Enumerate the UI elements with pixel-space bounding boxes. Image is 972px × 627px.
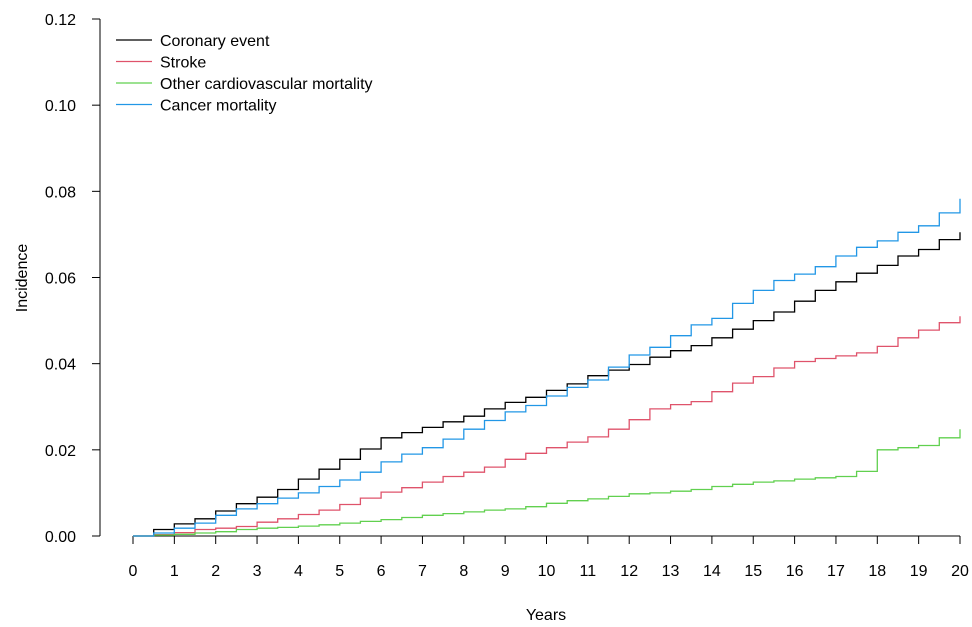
legend-label-stroke: Stroke [160,55,206,72]
y-tick-label: 0.04 [45,357,76,374]
y-tick-label: 0.06 [45,271,76,288]
x-tick-label: 2 [211,563,220,580]
series-line-coronary-event [133,232,961,537]
x-tick-label: 17 [827,563,845,580]
legend-label-coronary-event: Coronary event [160,33,270,50]
y-tick-label: 0.08 [45,184,76,201]
x-tick-label: 6 [377,563,386,580]
x-tick-label: 11 [580,563,597,580]
x-tick-label: 0 [129,563,138,580]
x-tick-label: 18 [868,563,886,580]
legend-label-cancer-mortality: Cancer mortality [160,98,276,115]
x-tick-label: 1 [170,563,179,580]
x-tick-label: 13 [662,563,680,580]
series-line-other-cardiovascular-mortality [133,429,961,537]
x-tick-label: 5 [335,563,344,580]
x-tick-label: 3 [253,563,262,580]
x-tick-label: 15 [744,563,762,580]
x-tick-label: 19 [910,563,928,580]
y-tick-label: 0.10 [45,98,76,115]
series-line-stroke [133,316,961,537]
x-axis-title: Years [526,607,566,624]
x-tick-label: 8 [459,563,468,580]
x-tick-label: 10 [538,563,556,580]
x-tick-label: 20 [951,563,969,580]
x-tick-label: 16 [786,563,804,580]
x-tick-label: 12 [620,563,638,580]
x-tick-label: 7 [418,563,427,580]
x-axis: 0 1 2 3 4 5 6 7 8 9 10 11 12 13 14 15 16 17 18 19 20 [129,535,969,580]
legend: Coronary event Stroke Other cardiovascular… [116,33,373,115]
y-tick-label: 0.02 [45,443,76,460]
y-tick-label: 0.12 [45,12,76,29]
y-axis-title: Incidence [14,244,31,313]
plot-lines [133,198,961,537]
legend-label-other-cardiovascular-mortality: Other cardiovascular mortality [160,76,373,93]
y-tick-label: 0.00 [45,529,76,546]
x-tick-label: 9 [501,563,510,580]
y-axis: 0.00 0.02 0.04 0.06 0.08 0.10 0.12 [45,12,101,546]
x-tick-label: 14 [703,563,721,580]
x-tick-label: 4 [294,563,303,580]
series-line-cancer-mortality [133,198,961,537]
